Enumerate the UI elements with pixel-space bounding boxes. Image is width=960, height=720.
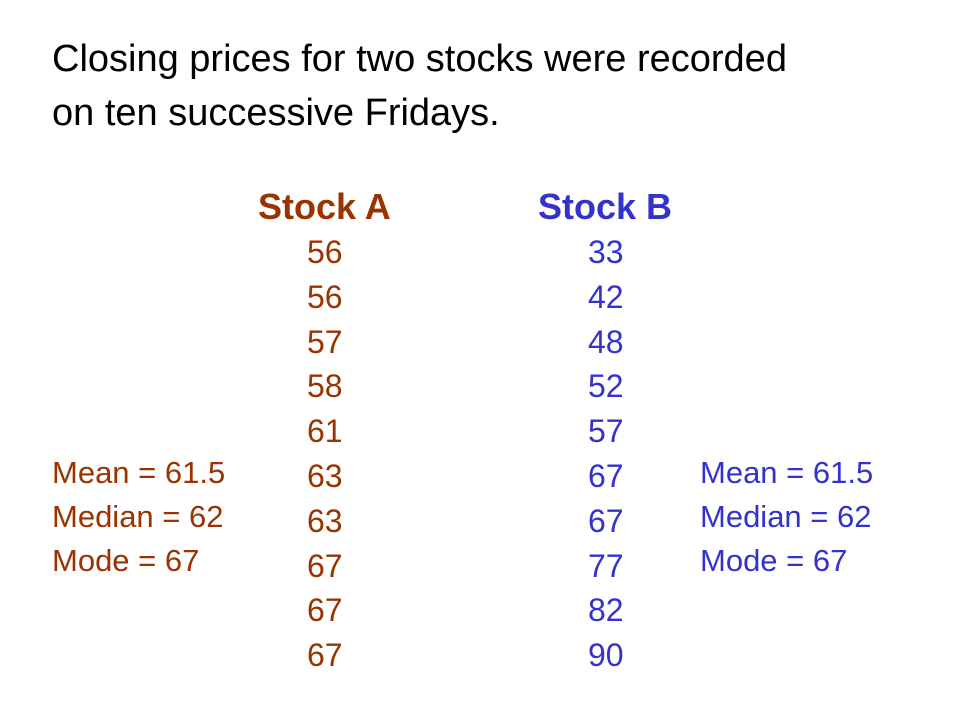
- stock-a-stats: Mean = 61.5 Median = 62 Mode = 67: [52, 451, 225, 583]
- stock-a-price: 61: [307, 413, 343, 450]
- stock-b-stats: Mean = 61.5 Median = 62 Mode = 67: [700, 451, 873, 583]
- stock-a-price: 56: [307, 234, 343, 270]
- stock-b-median: Median = 62: [700, 499, 872, 534]
- heading-line-1: Closing prices for two stocks were recor…: [52, 38, 787, 80]
- stock-a-median: Median = 62: [52, 499, 224, 534]
- stock-a-title: Stock A: [258, 186, 391, 227]
- stock-b-mean: Mean = 61.5: [700, 455, 874, 490]
- stock-b-price: 67: [588, 457, 624, 494]
- stock-a-price: 58: [307, 368, 343, 405]
- stock-b-price-list: 33 42 48 52 57 67 67 77 82 90: [588, 230, 624, 678]
- stock-b-price: 90: [588, 637, 624, 674]
- stock-b-title: Stock B: [538, 186, 673, 227]
- heading-line-2: on ten successive Fridays.: [52, 92, 500, 134]
- stock-b-price: 57: [588, 413, 624, 450]
- stock-b-price: 77: [588, 547, 624, 584]
- stock-a-price: 63: [307, 502, 343, 539]
- stock-b-price: 48: [588, 323, 624, 360]
- stock-a-price: 67: [307, 547, 343, 584]
- stock-b-price: 33: [588, 234, 624, 270]
- stock-b-price: 52: [588, 368, 624, 405]
- slide-heading: Closing prices for two stocks were recor…: [52, 32, 932, 140]
- stock-a-price: 67: [307, 637, 343, 674]
- stock-a-price: 67: [307, 592, 343, 629]
- stock-b-price: 42: [588, 278, 624, 315]
- stock-b-mode: Mode = 67: [700, 543, 848, 578]
- stock-b-price: 82: [588, 592, 624, 629]
- stock-a-price-list: 56 56 57 58 61 63 63 67 67 67: [307, 230, 343, 678]
- stock-b-price: 67: [588, 502, 624, 539]
- stock-a-price: 57: [307, 323, 343, 360]
- stock-a-price: 63: [307, 457, 343, 494]
- stock-a-mode: Mode = 67: [52, 543, 200, 578]
- stock-a-price: 56: [307, 278, 343, 315]
- stock-a-mean: Mean = 61.5: [52, 455, 226, 490]
